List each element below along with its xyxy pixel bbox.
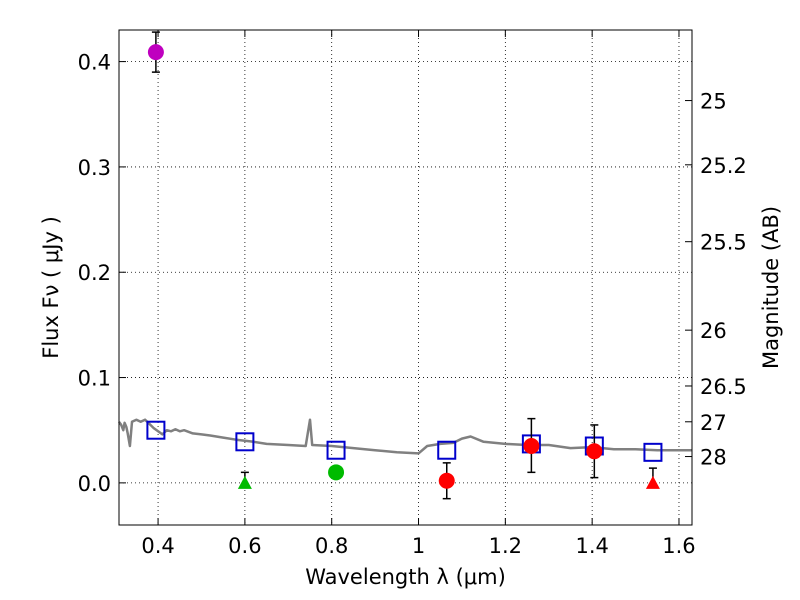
x-tick-label: 1 (412, 534, 425, 558)
upper-limit-triangle (237, 475, 252, 489)
model-spectrum-line (117, 418, 692, 455)
x-tick-label: 0.8 (315, 534, 348, 558)
y-axis-label: Flux Fν ( μJy ) (39, 216, 63, 359)
y2-tick-label: 25.2 (700, 154, 747, 178)
x-tick-label: 0.4 (141, 534, 174, 558)
x-tick-label: 1.2 (489, 534, 522, 558)
plot-frame (118, 29, 693, 526)
y2-tick-label: 25.5 (700, 231, 747, 255)
y-tick-label: 0.4 (78, 51, 111, 75)
y-tick-label: 0.1 (78, 367, 111, 391)
x-axis-label: Wavelength λ (μm) (305, 565, 506, 589)
y-tick-label: 0.3 (78, 156, 111, 180)
model-photometry-square (437, 440, 457, 460)
observed-point-circle (147, 44, 164, 61)
observed-point-circle (586, 443, 603, 460)
y2-tick-label: 26 (700, 319, 727, 343)
y2-tick-label: 28 (700, 446, 727, 470)
model-photometry-square (643, 442, 663, 462)
observed-photometry (147, 31, 660, 500)
model-photometry-square (235, 432, 255, 452)
upper-limit-triangle (645, 475, 660, 489)
observed-point-circle (328, 464, 345, 481)
model-spectrum (117, 418, 692, 455)
model-photometry-square (146, 420, 166, 440)
model-photometry-square (326, 440, 346, 460)
y-tick-label: 0.2 (78, 261, 111, 285)
x-tick-label: 1.4 (575, 534, 608, 558)
right-axis-label: Magnitude (AB) (759, 206, 783, 369)
y2-tick-label: 25 (700, 90, 727, 114)
x-tick-label: 1.6 (662, 534, 695, 558)
observed-point-circle (523, 438, 540, 455)
x-tick-label: 0.6 (228, 534, 261, 558)
y-tick-label: 0.0 (78, 472, 111, 496)
observed-point-circle (438, 472, 455, 489)
y2-tick-label: 27 (700, 411, 727, 435)
y2-tick-label: 26.5 (700, 375, 747, 399)
axis-ticks: 0.4 0.6 0.8 1 1.2 1.4 1.6 0.0 0.1 0.2 0.3 0.4 25 25.2… (78, 30, 747, 558)
grid-lines (119, 30, 692, 525)
model-photometry (146, 420, 663, 462)
